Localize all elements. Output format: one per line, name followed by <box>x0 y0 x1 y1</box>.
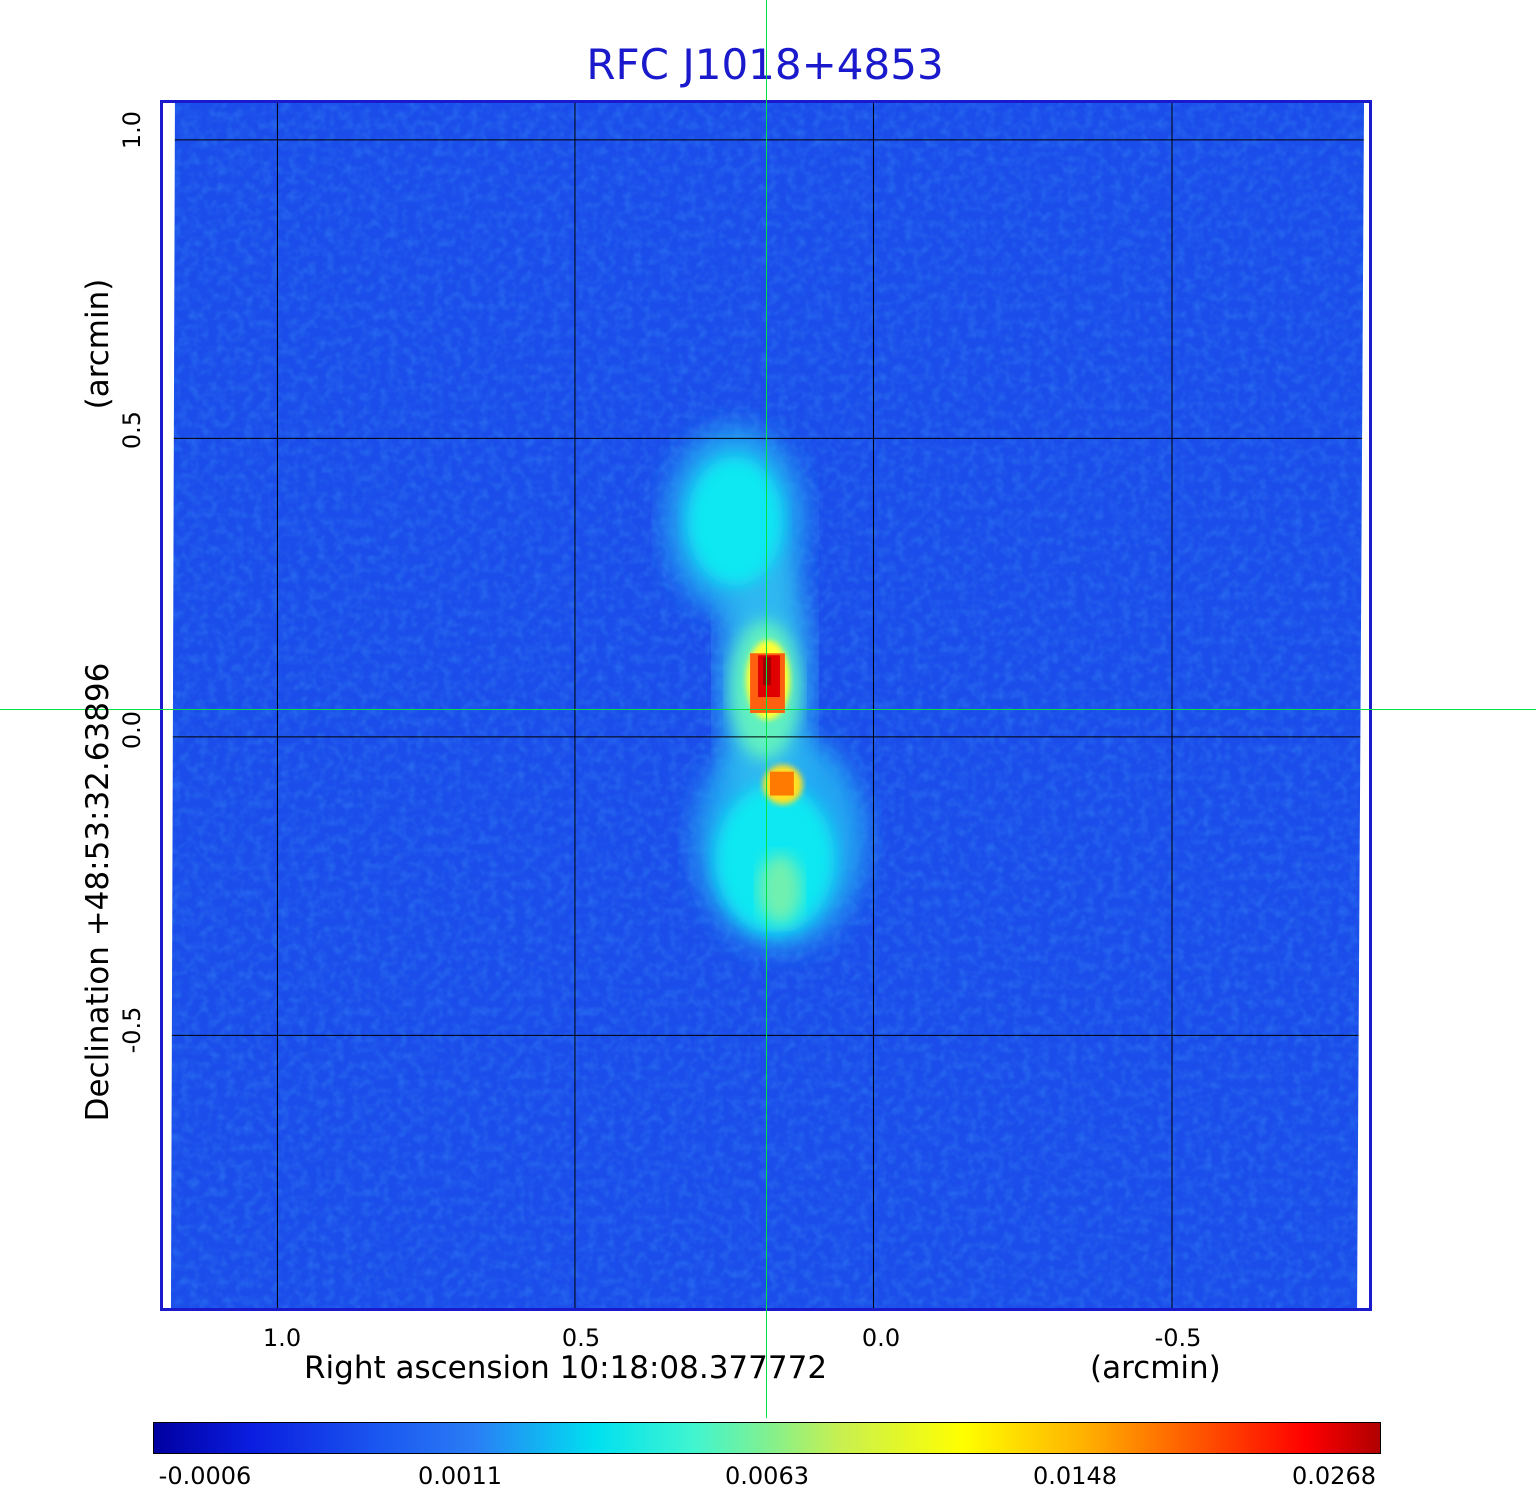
x-axis-unit: (arcmin) <box>1090 1350 1221 1386</box>
y-axis-unit: (arcmin) <box>80 278 116 410</box>
y-tick-label: -0.5 <box>118 1006 146 1054</box>
image-title: RFC J1018+4853 <box>586 40 944 89</box>
x-axis-label: Right ascension 10:18:08.377772 <box>304 1350 828 1386</box>
colorbar <box>153 1422 1381 1454</box>
crosshair-horizontal <box>0 709 1536 710</box>
source-emission <box>665 426 865 949</box>
y-tick-label: 0.0 <box>118 710 146 750</box>
colorbar-tick-label: 0.0063 <box>725 1462 809 1490</box>
y-tick-label: 0.5 <box>118 410 146 450</box>
colorbar-tick-label: 0.0148 <box>1033 1462 1117 1490</box>
south-lobe-bright <box>758 854 802 924</box>
y-axis-label: Declination +48:53:32.63896 <box>80 662 116 1122</box>
y-tick-label: 1.0 <box>118 110 146 150</box>
x-tick-label: 0.0 <box>861 1324 901 1352</box>
x-tick-label: -0.5 <box>1154 1324 1202 1352</box>
colorbar-tick-label: 0.0011 <box>418 1462 502 1490</box>
x-tick-label: 0.5 <box>561 1324 601 1352</box>
knot-orange <box>769 771 794 796</box>
x-tick-label: 1.0 <box>262 1324 302 1352</box>
left-blank-edge <box>163 103 175 1308</box>
colorbar-tick-label: -0.0006 <box>158 1462 252 1490</box>
north-lobe <box>687 456 783 586</box>
right-blank-edge <box>1357 103 1369 1308</box>
colorbar-tick-label: 0.0268 <box>1292 1462 1376 1490</box>
